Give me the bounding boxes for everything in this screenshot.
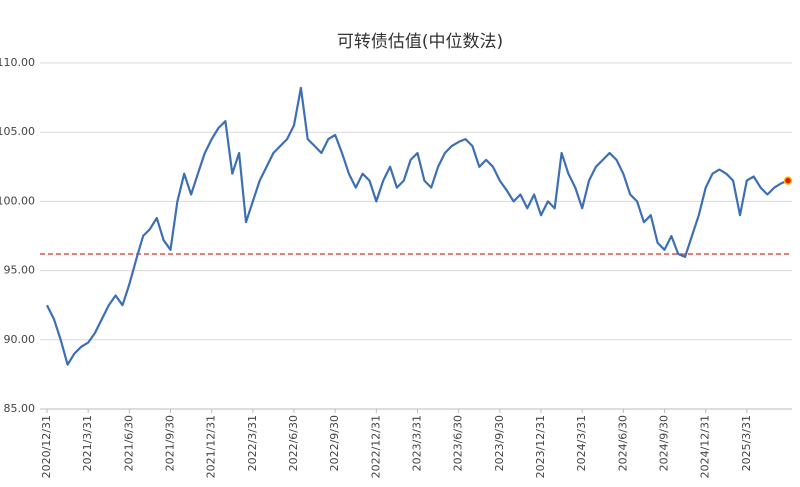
y-tick-label: 105.00 xyxy=(0,125,35,138)
x-tick-label: 2021/3/31 xyxy=(81,415,94,471)
x-tick-label: 2024/3/31 xyxy=(575,415,588,471)
chart-title: 可转债估值(中位数法) xyxy=(337,32,503,52)
y-tick-label: 90.00 xyxy=(4,333,36,346)
y-tick-label: 110.00 xyxy=(0,56,35,69)
x-tick-label: 2021/12/31 xyxy=(205,415,218,478)
x-tick-label: 2022/12/31 xyxy=(369,415,382,478)
y-tick-label: 95.00 xyxy=(4,264,36,277)
x-tick-label: 2025/3/31 xyxy=(740,415,753,471)
x-tick-label: 2023/12/31 xyxy=(534,415,547,478)
y-tick-label: 85.00 xyxy=(4,402,36,415)
y-tick-label: 100.00 xyxy=(0,194,35,207)
last-point xyxy=(783,176,793,185)
x-tick-label: 2024/12/31 xyxy=(699,415,712,478)
x-tick-label: 2024/6/30 xyxy=(616,415,629,471)
x-tick-label: 2023/3/31 xyxy=(411,415,424,471)
x-tick-label: 2024/9/30 xyxy=(658,415,671,471)
x-tick-label: 2023/9/30 xyxy=(493,415,506,471)
x-tick-label: 2022/3/31 xyxy=(246,415,259,471)
x-tick-label: 2021/9/30 xyxy=(164,415,177,471)
series-line xyxy=(46,86,789,366)
x-tick-label: 2021/6/30 xyxy=(122,415,135,471)
x-tick-label: 2020/12/31 xyxy=(40,415,53,478)
x-tick-label: 2022/6/30 xyxy=(287,415,300,471)
x-tick-label: 2022/9/30 xyxy=(328,415,341,471)
x-tick-label: 2023/6/30 xyxy=(452,415,465,471)
